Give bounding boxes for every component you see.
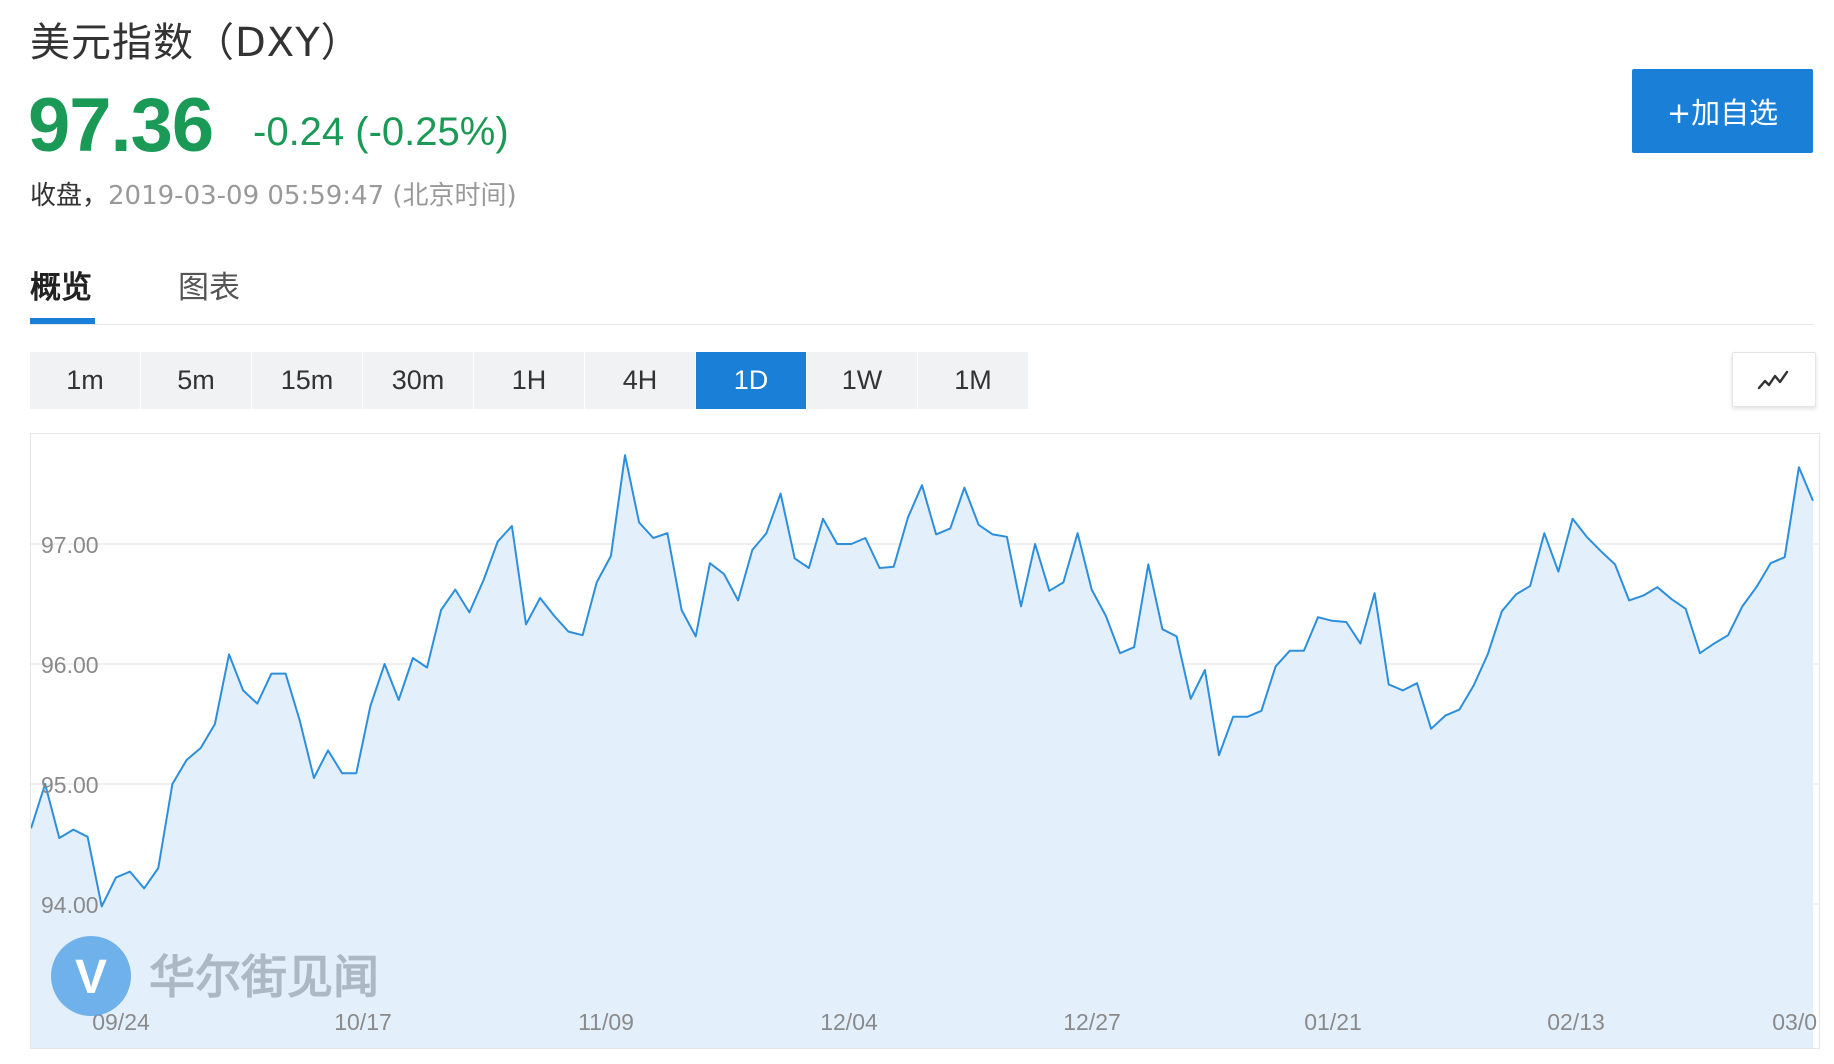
- period-1d-button[interactable]: 1D: [696, 352, 806, 409]
- watermark-text: 华尔街见闻: [149, 951, 379, 1003]
- price-chart[interactable]: 94.00 95.00 96.00 97.00 09/24 10/17 11/09 12/0…: [30, 433, 1820, 1049]
- period-1mo-button[interactable]: 1M: [918, 352, 1028, 409]
- line-chart-icon: [1757, 370, 1789, 389]
- last-price: 97.36: [28, 83, 214, 168]
- x-tick-label: 12/04: [820, 1009, 878, 1035]
- y-tick-label: 95.00: [41, 772, 99, 798]
- price-area-fill: [31, 455, 1813, 1048]
- x-tick-label: 12/27: [1063, 1009, 1121, 1035]
- period-30m-button[interactable]: 30m: [363, 352, 473, 409]
- y-tick-label: 94.00: [41, 892, 99, 918]
- x-tick-label: 03/0: [1772, 1009, 1817, 1035]
- x-tick-label: 11/09: [578, 1009, 634, 1035]
- x-axis-ticks: 09/24 10/17 11/09 12/04 12/27 01/21 02/13 03/0: [92, 1009, 1817, 1035]
- chart-type-button[interactable]: [1732, 352, 1816, 407]
- period-4h-button[interactable]: 4H: [585, 352, 695, 409]
- x-tick-label: 02/13: [1547, 1009, 1605, 1035]
- x-tick-label: 01/21: [1304, 1009, 1362, 1035]
- tab-overview[interactable]: 概览: [30, 270, 92, 306]
- tab-bar: 概览 图表: [30, 262, 1814, 325]
- y-tick-label: 97.00: [41, 532, 99, 558]
- price-change: -0.24 (-0.25%): [253, 110, 509, 154]
- page-title: 美元指数（DXY）: [30, 20, 362, 66]
- add-to-watchlist-button[interactable]: +加自选: [1632, 69, 1813, 153]
- market-status: 收盘，2019-03-09 05:59:47 (北京时间): [30, 175, 517, 212]
- period-1m-button[interactable]: 1m: [30, 352, 140, 409]
- y-axis-ticks: 94.00 95.00 96.00 97.00: [41, 532, 99, 918]
- period-1h-button[interactable]: 1H: [474, 352, 584, 409]
- period-1w-button[interactable]: 1W: [807, 352, 917, 409]
- period-selector: 1m 5m 15m 30m 1H 4H 1D 1W 1M: [30, 352, 1029, 409]
- active-tab-indicator: [30, 318, 95, 324]
- tab-chart[interactable]: 图表: [178, 270, 240, 306]
- period-5m-button[interactable]: 5m: [141, 352, 251, 409]
- watermark-logo-letter: V: [75, 951, 107, 1004]
- watermark-logo-icon: [51, 936, 131, 1016]
- period-15m-button[interactable]: 15m: [252, 352, 362, 409]
- watermark: V 华尔街见闻: [51, 936, 379, 1016]
- quote-timestamp: 2019-03-09 05:59:47 (北京时间): [108, 181, 517, 211]
- close-status-label: 收盘，: [30, 181, 109, 211]
- price-line: [30, 454, 1814, 908]
- y-tick-label: 96.00: [41, 652, 99, 678]
- x-tick-label: 10/17: [334, 1009, 392, 1035]
